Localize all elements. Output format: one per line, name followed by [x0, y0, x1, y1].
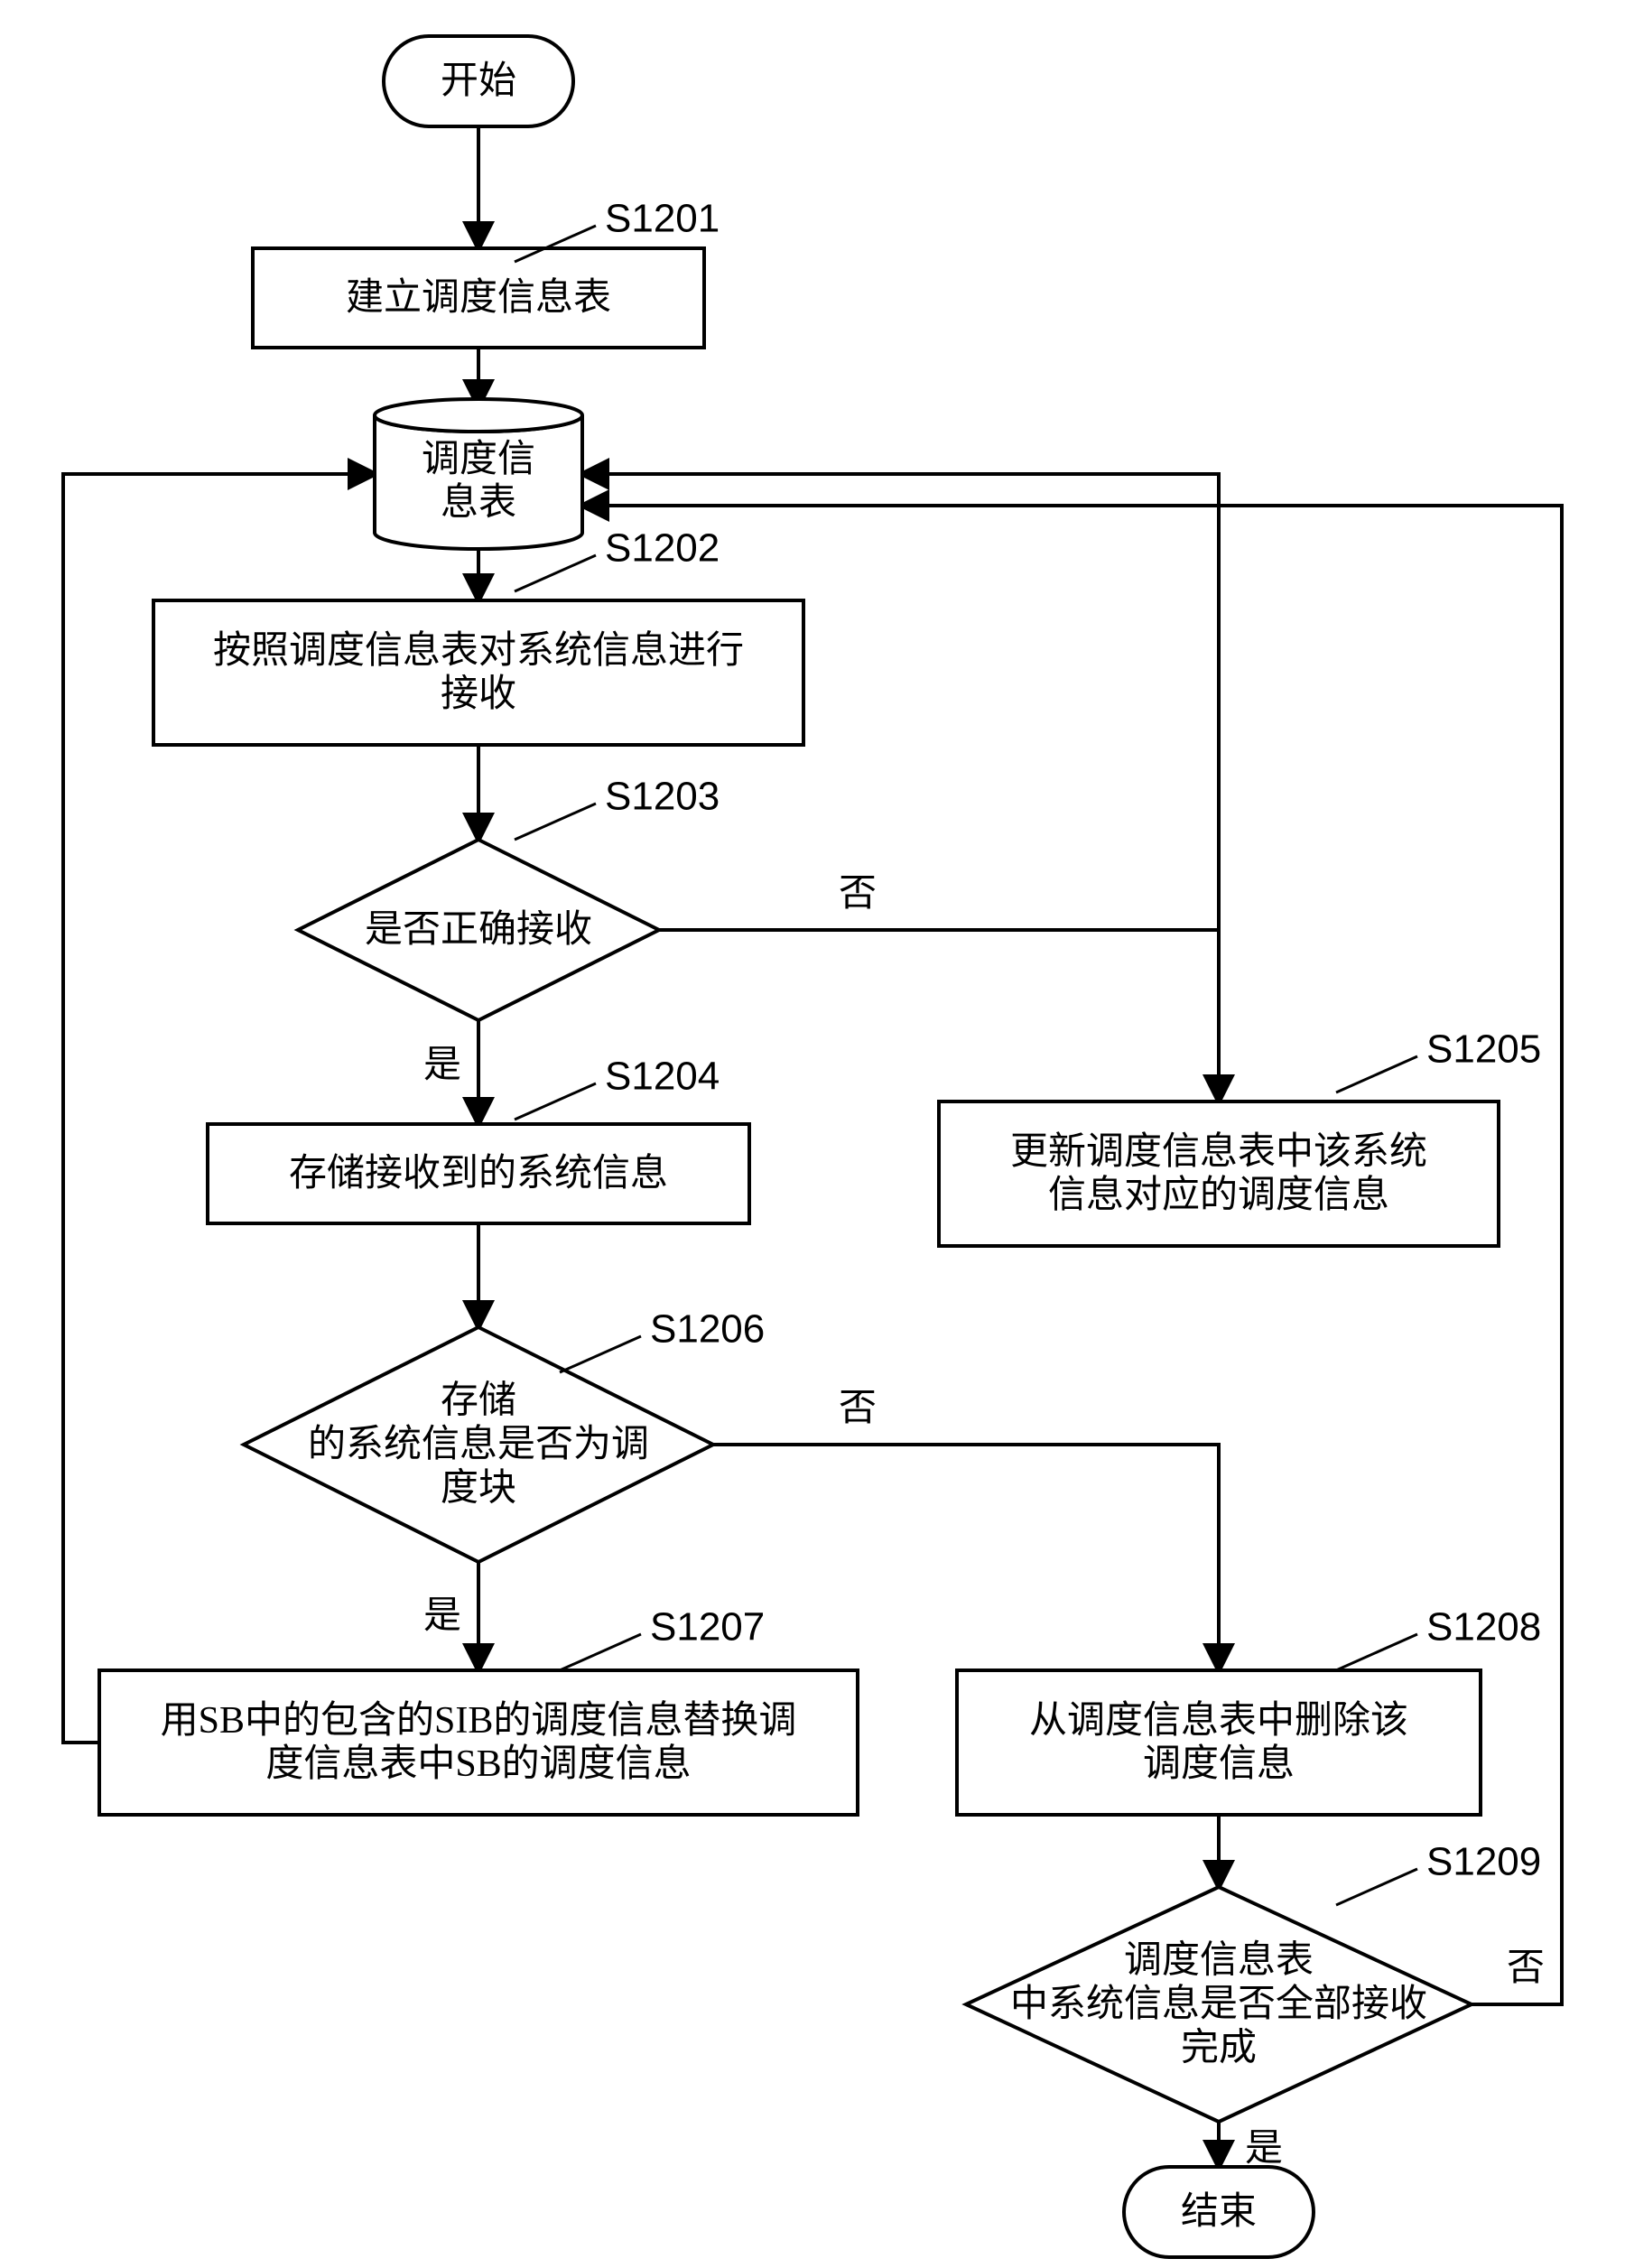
node-s1206: 存储的系统信息是否为调度块 — [244, 1327, 713, 1562]
step-leader-S1204 — [515, 1083, 596, 1120]
edge-label-s1206-s1207: 是 — [423, 1595, 461, 1637]
svg-text:中系统信息是否全部接收: 中系统信息是否全部接收 — [1010, 1983, 1427, 2025]
node-s1209: 调度信息表中系统信息是否全部接收完成 — [966, 1887, 1472, 2122]
svg-text:接收: 接收 — [441, 674, 516, 715]
edge-s1206-s1208 — [713, 1445, 1219, 1670]
svg-text:更新调度信息表中该系统: 更新调度信息表中该系统 — [1010, 1130, 1427, 1173]
step-label-S1205: S1205 — [1426, 1027, 1541, 1072]
svg-text:结束: 结束 — [1181, 2191, 1257, 2233]
svg-text:存储接收到的系统信息: 存储接收到的系统信息 — [289, 1152, 668, 1194]
step-leader-S1207 — [560, 1634, 641, 1670]
svg-text:用SB中的包含的SIB的调度信息替换调: 用SB中的包含的SIB的调度信息替换调 — [161, 1699, 797, 1742]
svg-text:度块: 度块 — [441, 1467, 516, 1509]
step-leader-S1206 — [560, 1336, 641, 1372]
svg-text:的系统信息是否为调: 的系统信息是否为调 — [308, 1423, 649, 1465]
svg-text:从调度信息表中删除该: 从调度信息表中删除该 — [1029, 1699, 1408, 1742]
node-s1207: 用SB中的包含的SIB的调度信息替换调度信息表中SB的调度信息 — [99, 1670, 858, 1815]
nodes-layer: 开始建立调度信息表调度信息表按照调度信息表对系统信息进行接收是否正确接收存储接收… — [99, 36, 1499, 2257]
step-leader-S1203 — [515, 804, 596, 840]
node-s1201: 建立调度信息表 — [253, 248, 704, 348]
svg-text:调度信息表: 调度信息表 — [1124, 1939, 1314, 1982]
node-s1204: 存储接收到的系统信息 — [208, 1124, 749, 1223]
node-s1202: 按照调度信息表对系统信息进行接收 — [153, 600, 803, 745]
node-s1208: 从调度信息表中删除该调度信息 — [957, 1670, 1481, 1815]
node-s1205: 更新调度信息表中该系统信息对应的调度信息 — [939, 1101, 1499, 1246]
edge-label-s1206-s1208: 否 — [839, 1388, 877, 1429]
svg-text:信息对应的调度信息: 信息对应的调度信息 — [1048, 1174, 1389, 1216]
svg-text:调度信: 调度信 — [422, 439, 535, 480]
svg-text:开始: 开始 — [441, 60, 516, 102]
edge-label-s1203-s1205: 否 — [839, 873, 877, 915]
step-leader-S1208 — [1336, 1634, 1417, 1670]
step-label-S1209: S1209 — [1426, 1840, 1541, 1884]
step-label-S1202: S1202 — [605, 526, 720, 571]
step-leader-S1202 — [515, 555, 596, 591]
flowchart-canvas: 开始建立调度信息表调度信息表按照调度信息表对系统信息进行接收是否正确接收存储接收… — [0, 0, 1625, 2268]
edge-s1203-s1205 — [659, 930, 1219, 1101]
svg-text:完成: 完成 — [1181, 2026, 1257, 2068]
step-leader-S1205 — [1336, 1056, 1417, 1092]
svg-text:建立调度信息表: 建立调度信息表 — [346, 276, 611, 319]
step-label-S1201: S1201 — [605, 197, 720, 241]
svg-text:按照调度信息表对系统信息进行: 按照调度信息表对系统信息进行 — [213, 629, 744, 672]
step-leader-S1209 — [1336, 1869, 1417, 1905]
step-label-S1203: S1203 — [605, 775, 720, 819]
step-label-S1208: S1208 — [1426, 1605, 1541, 1650]
node-s1203: 是否正确接收 — [298, 840, 659, 1020]
svg-text:度信息表中SB的调度信息: 度信息表中SB的调度信息 — [265, 1743, 691, 1785]
edge-label-s1209-db: 否 — [1507, 1947, 1545, 1989]
edge-label-s1203-s1204: 是 — [423, 1045, 461, 1086]
node-start: 开始 — [384, 36, 573, 126]
edge-label-s1209-end: 是 — [1245, 2128, 1283, 2170]
node-end: 结束 — [1124, 2167, 1314, 2257]
svg-text:调度信息: 调度信息 — [1143, 1743, 1295, 1785]
svg-text:存储: 存储 — [441, 1380, 516, 1422]
step-label-S1207: S1207 — [650, 1605, 765, 1650]
node-db: 调度信息表 — [375, 399, 582, 549]
svg-text:息表: 息表 — [441, 481, 516, 524]
step-label-S1206: S1206 — [650, 1307, 765, 1352]
svg-text:是否正确接收: 是否正确接收 — [365, 908, 592, 951]
step-label-S1204: S1204 — [605, 1055, 720, 1099]
